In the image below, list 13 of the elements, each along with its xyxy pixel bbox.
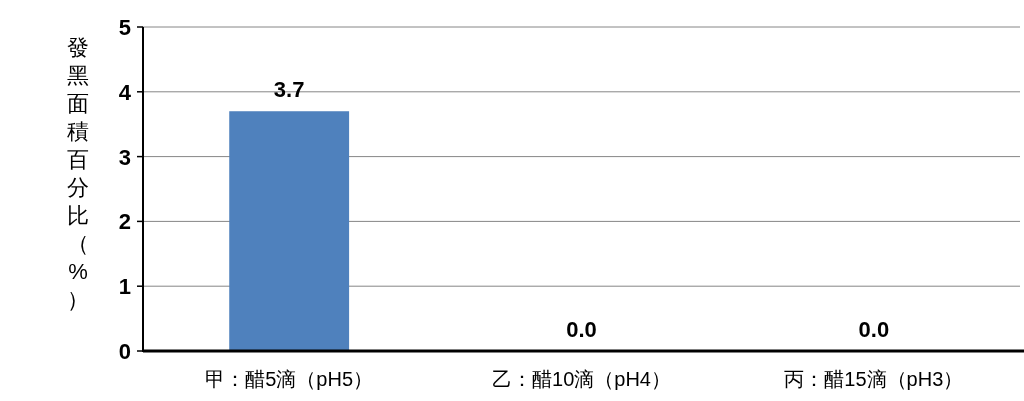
data-label: 3.7 [273,77,305,103]
x-tick-label: 乙：醋10滴（pH4） [492,368,671,390]
y-tick-label: 5 [118,15,131,40]
x-tick-label: 丙：醋15滴（pH3） [784,368,964,390]
data-label: 0.0 [858,317,890,342]
text: 發黑面積百分比（%） [67,35,89,312]
x-tick-label: 甲：醋5滴（pH5） [205,368,374,390]
data-label: 0.0 [566,317,597,342]
y-tick-label: 2 [118,209,131,235]
y-tick-label: 3 [118,144,131,170]
y-tick-label: 1 [118,274,131,300]
y-tick-label: 0 [118,339,131,364]
y-tick-label: 4 [118,79,132,105]
